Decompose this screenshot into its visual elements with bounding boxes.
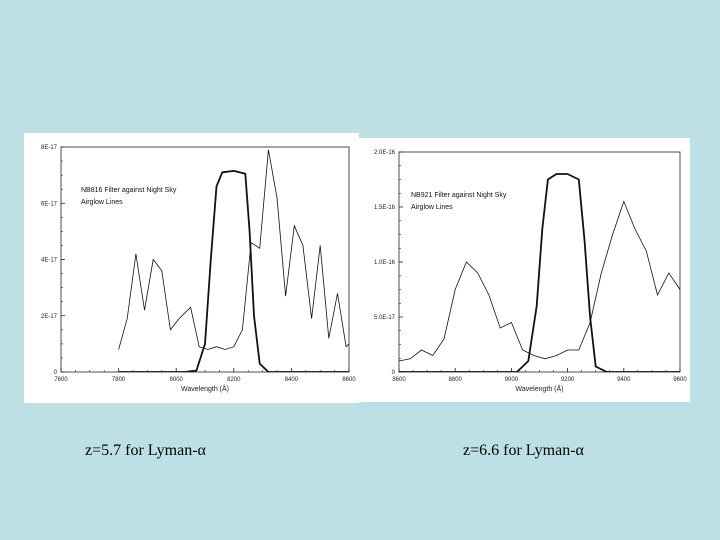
chart-annotation-line: Airglow Lines [81, 199, 123, 206]
y-tick-label: 1.0E-16 [374, 260, 396, 266]
y-tick-label: 4E-17 [41, 258, 58, 264]
x-axis-label: Wavelength (Å) [516, 384, 564, 393]
y-tick-label: 0 [54, 370, 58, 376]
x-tick-label: 8800 [449, 377, 463, 383]
x-tick-label: 8400 [285, 377, 299, 383]
x-tick-label: 8000 [170, 377, 184, 383]
chart-annotation-line: NB921 Filter against Night Sky [411, 192, 507, 199]
chart-panel-right: 0 5.0E-17 1.0E-16 1.5E-16 2.0E-16 8600 8800 900… [356, 138, 690, 402]
y-tick-label: 2.0E-16 [374, 150, 396, 156]
chart-panel-left: 0 2E-17 4E-17 6E-17 8E-17 7600 7800 8000 8200 840… [24, 133, 359, 403]
y-tick-label: 0 [392, 370, 396, 376]
sky-spectrum-line [118, 149, 349, 350]
y-tick-label: 2E-17 [41, 314, 58, 320]
caption-left: z=5.7 for Lyman-α [85, 442, 206, 459]
chart-svg-right: 0 5.0E-17 1.0E-16 1.5E-16 2.0E-16 8600 8800 900… [374, 150, 687, 393]
filter-transmission-curve [118, 170, 349, 372]
x-tick-label: 9600 [673, 377, 687, 383]
sky-spectrum-line [399, 200, 680, 362]
y-tick-label: 6E-17 [41, 201, 58, 207]
x-tick-label: 8200 [227, 377, 241, 383]
y-tick-label: 1.5E-16 [374, 205, 396, 211]
x-tick-label: 8600 [392, 377, 406, 383]
y-tick-label: 8E-17 [41, 145, 58, 151]
x-tick-label: 9000 [505, 377, 519, 383]
y-tick-label: 5.0E-17 [374, 315, 396, 321]
caption-right: z=6.6 for Lyman-α [463, 442, 584, 459]
x-tick-label: 9400 [617, 377, 631, 383]
x-axis-label: Wavelength (Å) [181, 384, 229, 393]
x-tick-label: 9200 [561, 377, 575, 383]
chart-svg-left: 0 2E-17 4E-17 6E-17 8E-17 7600 7800 8000 8200 840… [41, 145, 356, 393]
chart-annotation-line: Airglow Lines [411, 204, 453, 211]
filter-transmission-curve [399, 173, 680, 372]
x-tick-label: 8600 [342, 377, 356, 383]
x-tick-label: 7800 [112, 377, 126, 383]
x-tick-label: 7600 [54, 377, 68, 383]
chart-annotation-line: NB816 Filter against Night Sky [81, 187, 177, 194]
